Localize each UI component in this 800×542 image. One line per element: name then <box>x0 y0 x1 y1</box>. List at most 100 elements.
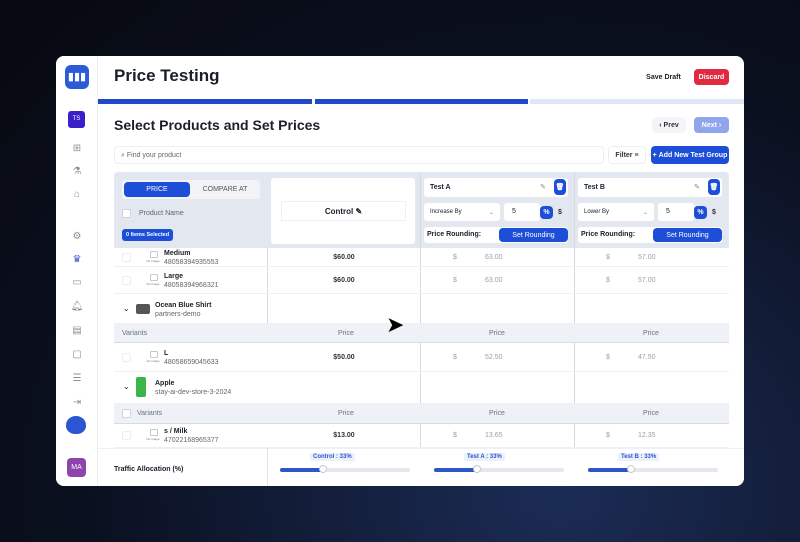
test-b-price[interactable]: 57.00 <box>638 253 656 261</box>
adjust-mode-select[interactable]: Increase By ⌄ <box>424 203 500 221</box>
test-a-price[interactable]: 52.50 <box>485 353 503 361</box>
app-window: ▮▮▮ TS ⊞ ⚗ ⌂ ⚙ ♛ ▭ 🔔︎ ▤ ▢ ☰ ⇥ MA Price T… <box>56 56 744 486</box>
filter-button[interactable]: Filter ≡ <box>608 146 646 164</box>
price-header: Price <box>338 330 354 337</box>
slider-handle[interactable] <box>318 465 327 473</box>
product-name: Apple <box>155 380 175 387</box>
logout-icon[interactable]: ⇥ <box>72 397 82 408</box>
mascot-icon <box>66 416 86 434</box>
control-name[interactable]: Control ✎ <box>281 201 406 221</box>
dashboard-icon[interactable]: ⊞ <box>72 143 82 154</box>
currency-symbol: $ <box>453 432 457 439</box>
row-checkbox[interactable] <box>122 275 131 285</box>
discard-button[interactable]: Discard <box>694 69 729 85</box>
trash-icon: 🗑︎ <box>555 184 565 191</box>
currency-symbol: $ <box>606 276 610 284</box>
variant-sku: 47022168965377 <box>164 437 219 444</box>
test-name-field[interactable] <box>424 178 568 197</box>
tab-price[interactable]: PRICE <box>124 182 190 197</box>
percent-toggle[interactable]: % <box>540 206 553 219</box>
no-image-icon: No Image <box>146 250 160 263</box>
test-a-price[interactable]: 63.00 <box>485 253 503 261</box>
no-image-icon: No Image <box>146 429 160 441</box>
chevron-down-icon: ⌄ <box>642 210 648 216</box>
price-header: Price <box>643 410 659 417</box>
filter-icon: ≡ <box>632 151 639 159</box>
add-test-group-button[interactable]: + Add New Test Group <box>651 146 729 164</box>
control-price: $60.00 <box>333 253 355 261</box>
test-b-price[interactable]: 12.35 <box>638 432 656 439</box>
variant-sku: 48058394935553 <box>164 258 219 266</box>
home-icon[interactable]: ⌂ <box>73 189 81 200</box>
adjust-amount-input[interactable]: 5 <box>504 203 540 221</box>
row-checkbox[interactable] <box>122 431 131 440</box>
chevron-left-icon: ‹ <box>659 121 664 129</box>
prev-button[interactable]: ‹ Prev <box>652 117 686 133</box>
set-rounding-button[interactable]: Set Rounding <box>653 228 722 242</box>
chat-icon[interactable]: ▢ <box>72 349 82 360</box>
traffic-b-slider[interactable] <box>588 465 718 473</box>
trash-icon: 🗑︎ <box>709 184 719 191</box>
traffic-label: Traffic Allocation (%) <box>114 466 184 473</box>
test-a-price[interactable]: 63.00 <box>485 276 503 284</box>
edit-icon[interactable]: ✎ <box>694 184 700 191</box>
variants-label: Variants <box>137 410 163 417</box>
crown-icon[interactable]: ♛ <box>72 254 82 265</box>
test-b-price[interactable]: 57.00 <box>638 276 656 284</box>
save-draft-button[interactable]: Save Draft <box>646 73 681 81</box>
tab-compare-at[interactable]: COMPARE AT <box>202 186 248 193</box>
variant-name: s / Milk <box>164 428 188 435</box>
control-price: $60.00 <box>333 276 355 284</box>
product-row[interactable] <box>114 294 729 324</box>
chevron-down-icon[interactable]: ⌄ <box>123 382 130 391</box>
table-row <box>114 248 729 267</box>
percent-toggle[interactable]: % <box>694 206 707 219</box>
search-input[interactable]: ⌕ Find your product <box>114 146 604 164</box>
ticket-icon[interactable]: ▭ <box>72 277 82 288</box>
test-name: Test B <box>584 184 605 191</box>
dollar-toggle[interactable]: $ <box>712 209 716 216</box>
chevron-down-icon[interactable]: ⌄ <box>123 304 130 313</box>
test-b-price[interactable]: 47.50 <box>638 353 656 361</box>
adjust-mode-select[interactable]: Lower By ⌄ <box>578 203 654 221</box>
test-name: Test A <box>430 184 451 191</box>
adjust-amount-input[interactable]: 5 <box>658 203 694 221</box>
settings-icon[interactable]: ⚙ <box>72 231 82 242</box>
control-panel <box>271 178 415 244</box>
delete-test-button[interactable]: 🗑︎ <box>708 179 720 195</box>
edit-icon[interactable]: ✎ <box>353 207 363 216</box>
database-icon[interactable]: ☰ <box>72 373 82 384</box>
row-checkbox[interactable] <box>122 352 131 362</box>
rounding-label: Price Rounding: <box>427 231 482 238</box>
test-a-price[interactable]: 13.65 <box>485 432 503 439</box>
product-row[interactable] <box>114 372 729 404</box>
variant-sku: 48058659045633 <box>164 358 219 366</box>
variant-name: Large <box>164 272 184 280</box>
clipboard-icon[interactable]: ▤ <box>72 325 82 336</box>
slider-handle[interactable] <box>626 465 635 473</box>
edit-icon[interactable]: ✎ <box>540 184 546 191</box>
traffic-control-slider[interactable] <box>280 465 410 473</box>
next-button[interactable]: Next › <box>694 117 729 133</box>
select-all-checkbox[interactable] <box>122 209 131 218</box>
slider-handle[interactable] <box>472 465 481 473</box>
set-rounding-button[interactable]: Set Rounding <box>499 228 568 242</box>
row-checkbox[interactable] <box>122 252 131 262</box>
test-name-field[interactable] <box>578 178 722 197</box>
variants-header <box>114 404 729 424</box>
currency-symbol: $ <box>606 353 610 361</box>
variant-sku: 48058394968321 <box>164 281 219 289</box>
mouse-cursor-icon: ➤ <box>386 312 405 337</box>
bell-icon[interactable]: 🔔︎ <box>70 301 84 312</box>
flask-icon[interactable]: ⚗ <box>72 166 82 177</box>
step-1-progress <box>98 99 312 104</box>
traffic-a-slider[interactable] <box>434 465 564 473</box>
no-image-icon: No Image <box>146 350 160 363</box>
store-avatar[interactable]: TS <box>68 111 85 128</box>
select-variants-checkbox[interactable] <box>122 409 131 418</box>
price-header: Price <box>643 330 659 337</box>
delete-test-button[interactable]: 🗑︎ <box>554 179 566 195</box>
dollar-toggle[interactable]: $ <box>558 209 562 216</box>
user-avatar[interactable]: MA <box>67 458 86 477</box>
product-thumbnail <box>136 304 150 314</box>
